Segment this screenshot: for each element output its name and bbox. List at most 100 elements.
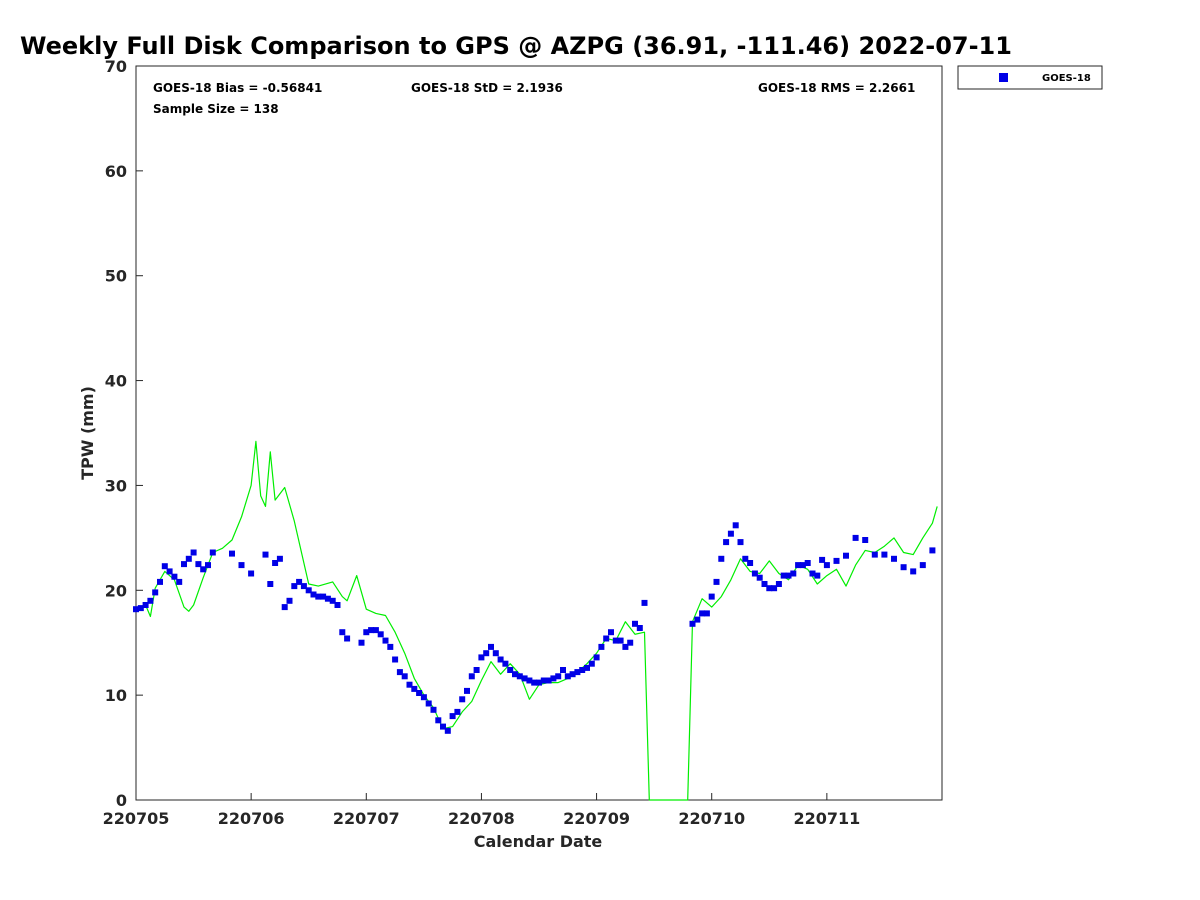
goes-18-data-point xyxy=(747,560,754,566)
goes-18-data-point xyxy=(766,585,773,592)
goes-18-data-point xyxy=(507,667,514,673)
goes-18-data-point xyxy=(622,643,629,650)
goes-18-data-point xyxy=(795,562,802,569)
goes-18-data-point xyxy=(310,591,317,598)
goes-18-data-point xyxy=(368,627,375,634)
goes-18-data-point xyxy=(723,539,730,546)
goes-18-data-point xyxy=(411,685,418,692)
goes-18-data-point xyxy=(300,583,307,590)
goes-18-data-point xyxy=(324,595,331,602)
goes-18-data-point xyxy=(161,563,168,570)
goes-18-data-point xyxy=(871,551,878,558)
goes-18-data-point xyxy=(799,562,806,569)
goes-18-data-point xyxy=(420,694,427,701)
goes-18-data-point xyxy=(751,570,758,577)
goes-18-data-point xyxy=(756,574,763,581)
goes-18-data-point xyxy=(315,593,322,600)
goes-18-data-point xyxy=(190,549,197,556)
goes-18-data-point xyxy=(689,620,696,627)
goes-18-data-point xyxy=(790,570,797,577)
y-axis-label: TPW (mm) xyxy=(78,386,97,480)
stat-bias: GOES-18 Bias = -0.56841 xyxy=(153,81,322,95)
goes-18-data-point xyxy=(339,629,346,636)
goes-18-data-point xyxy=(617,637,624,644)
goes-18-data-point xyxy=(229,550,235,557)
x-tick-label: 220709 xyxy=(563,809,630,828)
goes-18-data-point xyxy=(478,654,485,661)
stat-rms: GOES-18 RMS = 2.2661 xyxy=(758,81,915,95)
goes-18-data-point xyxy=(608,629,614,636)
goes-18-data-point xyxy=(200,566,207,573)
goes-18-data-point xyxy=(344,635,351,642)
goes-18-data-point xyxy=(392,656,399,663)
x-tick-label: 220711 xyxy=(793,809,860,828)
goes-18-data-point xyxy=(843,552,849,559)
stat-sample-size: Sample Size = 138 xyxy=(153,102,279,116)
legend: GOES-18 xyxy=(957,65,1103,90)
goes-18-data-point xyxy=(632,620,638,627)
goes-18-data-point xyxy=(473,667,480,673)
goes-18-data-point xyxy=(267,581,274,587)
goes-18-data-point xyxy=(147,597,154,604)
goes-18-data-point xyxy=(819,556,826,563)
goes-18-data-point xyxy=(545,677,552,684)
y-tick-label: 20 xyxy=(105,581,127,600)
legend-label-goes-18: GOES-18 xyxy=(1042,73,1091,84)
goes-18-data-point xyxy=(209,549,216,556)
goes-18-data-point xyxy=(502,660,509,667)
goes-18-data-point xyxy=(771,585,778,592)
goes-18-data-point xyxy=(272,560,279,566)
goes-18-data-point xyxy=(612,637,619,644)
goes-18-data-point xyxy=(464,687,470,694)
goes-18-data-point xyxy=(699,610,706,617)
goes-18-data-point xyxy=(593,654,600,661)
goes-18-data-point xyxy=(775,581,782,587)
goes-18-data-point xyxy=(488,643,494,650)
goes-18-data-point xyxy=(454,708,461,715)
goes-18-data-point xyxy=(804,560,811,566)
goes-18-data-point xyxy=(387,643,394,650)
goes-18-data-point xyxy=(459,696,466,703)
goes-18-data-point xyxy=(305,587,312,594)
goes-18-data-point xyxy=(152,589,159,596)
goes-18-data-point xyxy=(320,593,327,600)
goes-18-data-point xyxy=(363,629,370,636)
goes-18-data-point xyxy=(512,671,518,678)
y-tick-label: 40 xyxy=(105,372,127,391)
goes-18-data-point xyxy=(181,561,187,568)
goes-18-data-point xyxy=(133,606,139,613)
goes-18-data-point xyxy=(262,551,269,558)
goes-18-data-point xyxy=(919,562,926,569)
goes-18-data-point xyxy=(195,561,202,568)
goes-18-data-point xyxy=(468,673,475,680)
goes-18-data-point xyxy=(852,534,859,541)
goes-18-data-point xyxy=(142,602,149,608)
goes-18-data-point xyxy=(176,578,183,585)
goes-18-data-point xyxy=(555,673,562,680)
goes-18-data-point xyxy=(449,713,456,720)
x-axis-label: Calendar Date xyxy=(474,832,603,851)
goes-18-data-point xyxy=(718,555,725,562)
legend-box xyxy=(957,65,1103,90)
stat-std: GOES-18 StD = 2.1936 xyxy=(411,81,563,95)
legend-marker-goes-18 xyxy=(999,73,1008,82)
goes-18-data-point xyxy=(248,570,255,577)
y-tick-label: 0 xyxy=(116,791,127,810)
goes-18-data-point xyxy=(382,637,389,644)
goes-18-data-point xyxy=(483,650,490,657)
goes-18-data-point xyxy=(833,557,840,564)
goes-18-data-point xyxy=(900,564,907,571)
goes-18-data-point xyxy=(742,555,749,562)
goes-18-data-point xyxy=(708,593,715,600)
goes-18-data-point xyxy=(703,610,710,617)
goes-18-data-point xyxy=(785,572,792,579)
goes-18-data-point xyxy=(531,679,538,686)
goes-18-data-point xyxy=(171,573,178,580)
goes-18-data-point xyxy=(540,677,547,684)
goes-18-data-point xyxy=(286,597,293,604)
y-tick-label: 60 xyxy=(105,162,127,181)
goes-18-data-point xyxy=(406,681,413,688)
goes-18-data-point xyxy=(627,639,634,646)
chart-title: Weekly Full Disk Comparison to GPS @ AZP… xyxy=(20,32,1012,60)
